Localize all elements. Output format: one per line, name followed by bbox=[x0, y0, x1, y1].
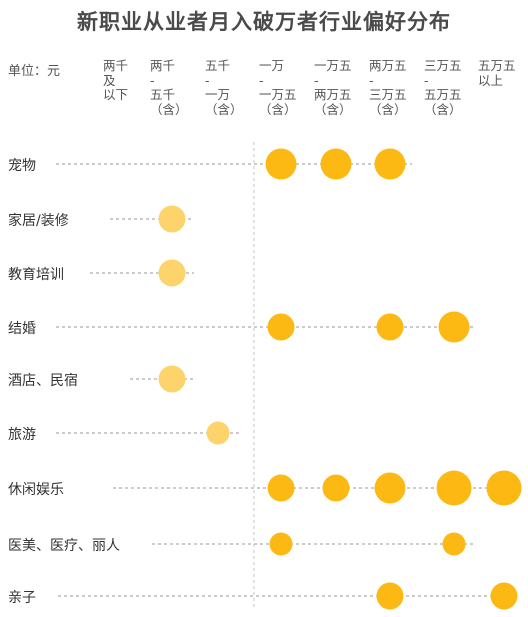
column-header-2: 五千 - 一万 （含） bbox=[205, 58, 243, 117]
bubble-3-6 bbox=[438, 311, 470, 343]
bubble-6-4 bbox=[322, 474, 350, 502]
column-header-1: 两千 - 五千 （含） bbox=[150, 58, 188, 117]
bubble-5-2 bbox=[206, 421, 230, 445]
column-header-3: 一万 - 一万五 （含） bbox=[259, 58, 297, 117]
row-label-1: 家居/装修 bbox=[8, 213, 69, 229]
column-header-7: 五万五 以上 bbox=[478, 58, 516, 88]
column-header-5: 两万五 - 三万五 （含） bbox=[369, 58, 407, 117]
row-label-5: 旅游 bbox=[8, 427, 36, 443]
bubble-2-1 bbox=[158, 259, 186, 287]
bubble-7-6 bbox=[442, 532, 466, 556]
bubble-0-4 bbox=[320, 148, 352, 180]
bubble-3-5 bbox=[376, 313, 404, 341]
column-header-6: 三万五 - 五万五 （含） bbox=[424, 58, 462, 117]
bubble-6-6 bbox=[436, 470, 472, 506]
bubble-0-3 bbox=[265, 148, 297, 180]
row-label-4: 酒店、民宿 bbox=[8, 373, 78, 389]
bubble-6-5 bbox=[374, 472, 406, 504]
row-label-8: 亲子 bbox=[8, 590, 36, 606]
bubble-1-1 bbox=[158, 205, 186, 233]
row-label-0: 宠物 bbox=[8, 158, 36, 174]
bubble-6-3 bbox=[267, 474, 295, 502]
bubble-6-7 bbox=[486, 470, 522, 506]
column-header-0: 两千 及 以下 bbox=[103, 58, 129, 102]
bubble-3-3 bbox=[267, 313, 295, 341]
unit-label: 单位：元 bbox=[8, 64, 61, 79]
row-label-2: 教育培训 bbox=[8, 267, 64, 283]
chart-title: 新职业从业者月入破万者行业偏好分布 bbox=[77, 10, 451, 34]
bubble-4-1 bbox=[158, 365, 186, 393]
column-header-4: 一万五 - 两万五 （含） bbox=[314, 58, 352, 117]
bubble-8-7 bbox=[490, 582, 518, 610]
row-label-6: 休闲娱乐 bbox=[8, 482, 64, 498]
bubble-8-5 bbox=[376, 582, 404, 610]
bubble-0-5 bbox=[374, 148, 406, 180]
row-label-7: 医美、医疗、丽人 bbox=[8, 538, 120, 554]
row-label-3: 结婚 bbox=[8, 321, 36, 337]
bubble-7-3 bbox=[269, 532, 293, 556]
